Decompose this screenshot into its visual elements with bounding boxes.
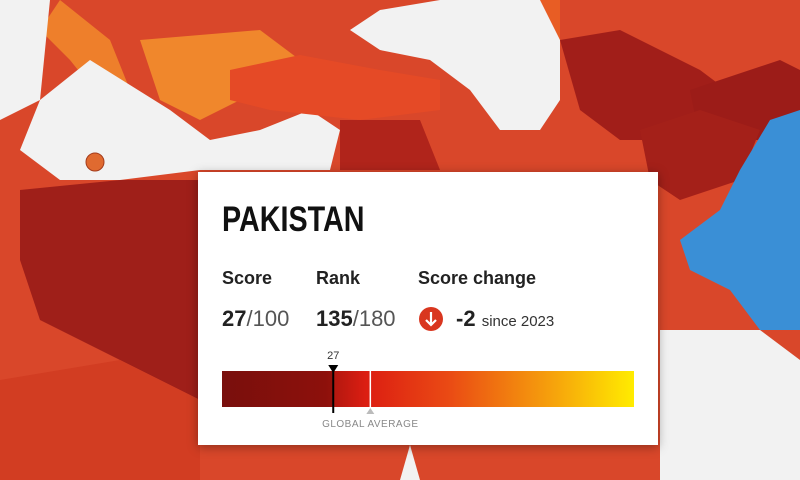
score-scale: [222, 371, 634, 407]
score-shade: [222, 371, 334, 407]
global-average-label: GLOBAL AVERAGE: [322, 419, 418, 430]
score-max: /100: [246, 306, 290, 331]
global-average-marker: [366, 408, 375, 414]
change-since: since 2023: [481, 313, 555, 330]
change-value: -2: [456, 306, 476, 331]
score-marker-label: 27: [327, 350, 339, 362]
score-label: Score: [222, 268, 273, 288]
score-scale-overlay: 27 GLOBAL AVERAGE: [222, 350, 418, 430]
rank: 135/180: [316, 306, 396, 332]
rank-value: 135: [316, 306, 353, 331]
rank-label: Rank: [316, 268, 361, 288]
score-value: 27: [222, 306, 247, 331]
info-card: PAKISTAN Score Rank Score change 27/100 …: [198, 172, 658, 445]
change-label: Score change: [418, 268, 537, 288]
change: -2 since 2023: [456, 306, 554, 332]
down-arrow-icon: [419, 307, 443, 331]
score: 27/100: [222, 306, 289, 332]
rank-max: /180: [352, 306, 396, 331]
score-marker-head: [328, 365, 339, 373]
country-name: PAKISTAN: [222, 200, 365, 239]
